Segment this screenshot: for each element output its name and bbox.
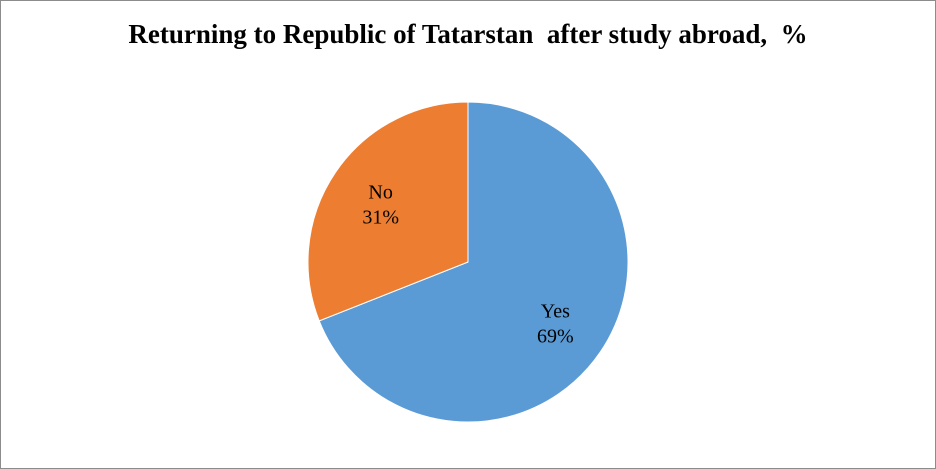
data-label-percent-no: 31% xyxy=(362,207,399,229)
data-label-category-no: No xyxy=(368,182,392,204)
chart-title: Returning to Republic of Tatarstan after… xyxy=(128,19,808,49)
data-label-category-yes: Yes xyxy=(541,300,570,322)
pie-slice-yes xyxy=(318,101,629,423)
pie-slice-no xyxy=(307,101,469,322)
data-label-percent-yes: 69% xyxy=(537,325,574,347)
